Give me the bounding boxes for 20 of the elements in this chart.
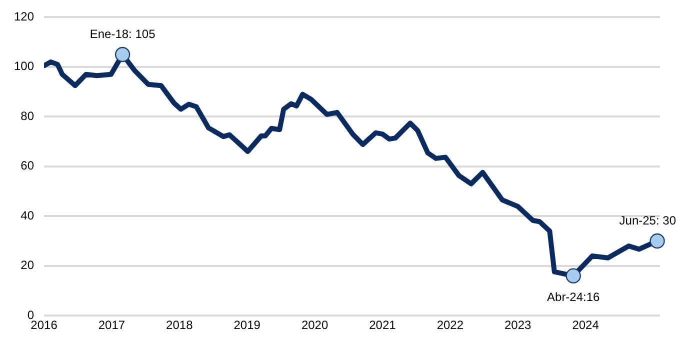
x-tick-label: 2018 xyxy=(166,318,194,332)
annotation: Abr-24:16 xyxy=(547,290,600,304)
point xyxy=(114,46,130,62)
point xyxy=(650,233,665,249)
x-tick-label: 2021 xyxy=(369,318,396,332)
x-tick-label: 2022 xyxy=(436,318,464,332)
y-tick-label: 20 xyxy=(20,258,34,272)
annotation: Ene-18: 105 xyxy=(90,26,156,41)
point xyxy=(566,268,581,284)
x-tick-label: 2019 xyxy=(234,318,261,332)
y-tick-label: 80 xyxy=(20,108,34,123)
x-tick-label: 2024 xyxy=(572,318,600,332)
y-tick-label: 120 xyxy=(14,10,34,24)
y-tick-label: 100 xyxy=(14,59,34,74)
x-tick-label: 2023 xyxy=(504,318,532,332)
annotation: Jun-25: 30 xyxy=(619,213,676,228)
y-tick-label: 60 xyxy=(20,158,34,173)
x-tick-label: 2020 xyxy=(301,318,328,332)
y-tick-label: 40 xyxy=(20,208,34,222)
x-tick-label: 2017 xyxy=(98,318,126,332)
